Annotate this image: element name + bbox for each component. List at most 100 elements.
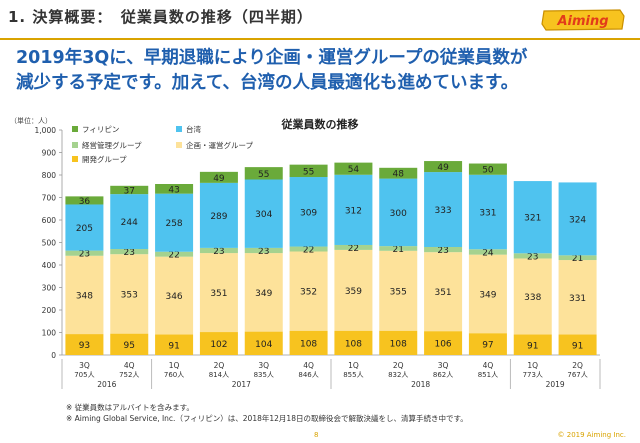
- data-label-philippines: 36: [79, 197, 91, 207]
- bar-segment-development: [379, 330, 418, 355]
- legend-swatch-planning_ops: [176, 142, 182, 148]
- bar-segment-management: [199, 247, 238, 254]
- y-tick-label: 900: [42, 149, 57, 158]
- bar-segment-management: [155, 251, 194, 257]
- bar-segment-management: [244, 247, 283, 254]
- x-tick-label: 3Q: [438, 361, 449, 370]
- x-total-label: 851人: [478, 371, 498, 379]
- year-label: 2018: [411, 380, 430, 389]
- bar-segment-development: [513, 334, 552, 355]
- data-label-philippines: 37: [124, 186, 135, 196]
- x-tick-label: 4Q: [124, 361, 135, 370]
- data-label-philippines: 50: [482, 166, 494, 176]
- data-label-taiwan: 321: [524, 214, 541, 224]
- bar-segment-management: [424, 247, 463, 253]
- y-tick-label: 300: [42, 284, 57, 293]
- legend-label-philippines: フィリピン: [82, 125, 119, 134]
- y-tick-label: 200: [42, 306, 57, 315]
- data-label-management: 22: [303, 246, 314, 256]
- year-label: 2017: [232, 380, 251, 389]
- data-label-planning_ops: 349: [479, 290, 496, 300]
- headline-line-2: 減少する予定です。加えて、台湾の人員最適化も進めています。: [16, 73, 519, 93]
- bar-segment-management: [558, 255, 597, 261]
- x-tick-label: 2Q: [214, 361, 225, 370]
- data-label-development: 106: [434, 340, 451, 350]
- aiming-logo: Aiming: [541, 9, 625, 31]
- data-label-planning_ops: 349: [255, 289, 272, 299]
- data-label-philippines: 55: [258, 170, 269, 180]
- bar-segment-planning_ops: [244, 253, 283, 332]
- footnote-1: ※ 従業員数はアルバイトを含みます。: [66, 403, 194, 412]
- bar-segment-management: [468, 249, 507, 255]
- data-label-management: 23: [437, 246, 448, 256]
- x-total-label: 846人: [298, 371, 318, 379]
- legend-label-development: 開発グループ: [82, 154, 127, 164]
- data-label-philippines: 49: [213, 174, 225, 184]
- bar-segment-planning_ops: [513, 258, 552, 335]
- bar-segment-management: [289, 246, 328, 252]
- year-label: 2019: [546, 380, 565, 389]
- bar-segment-taiwan: [199, 182, 238, 248]
- legend-label-taiwan: 台湾: [186, 124, 201, 134]
- data-label-taiwan: 258: [165, 219, 182, 229]
- data-label-planning_ops: 352: [300, 288, 317, 298]
- x-tick-label: 3Q: [79, 361, 90, 370]
- legend-swatch-management: [72, 142, 78, 148]
- bar-segment-development: [244, 331, 283, 355]
- x-tick-label: 1Q: [169, 361, 180, 370]
- data-label-development: 108: [390, 339, 407, 349]
- bar-segment-development: [110, 333, 149, 355]
- bar-segment-taiwan: [468, 174, 507, 250]
- bar-segment-taiwan: [110, 194, 149, 250]
- y-tick-label: 800: [42, 171, 57, 180]
- x-total-label: 760人: [164, 371, 184, 379]
- data-label-development: 91: [527, 341, 538, 351]
- data-label-development: 91: [572, 341, 583, 351]
- data-label-philippines: 55: [303, 167, 314, 177]
- x-total-label: 862人: [433, 371, 453, 379]
- bar-segment-taiwan: [65, 204, 104, 251]
- data-label-planning_ops: 351: [434, 288, 451, 298]
- bar-segment-development: [424, 331, 463, 355]
- data-label-taiwan: 289: [210, 212, 227, 222]
- data-label-management: 23: [79, 250, 90, 260]
- legend-label-management: 経営管理グループ: [82, 140, 142, 150]
- bar-segment-philippines: [110, 185, 149, 195]
- legend-swatch-taiwan: [176, 126, 182, 132]
- data-label-development: 108: [300, 339, 317, 349]
- data-label-philippines: 43: [168, 185, 179, 195]
- x-tick-label: 1Q: [348, 361, 359, 370]
- bar-segment-taiwan: [244, 179, 283, 248]
- data-label-taiwan: 205: [76, 224, 93, 234]
- data-label-development: 93: [79, 341, 90, 351]
- data-label-taiwan: 244: [121, 218, 138, 228]
- y-tick-label: 1,000: [35, 126, 57, 135]
- bar-segment-philippines: [199, 171, 238, 183]
- bar-segment-philippines: [289, 164, 328, 178]
- legend-swatch-philippines: [72, 126, 78, 132]
- bar-segment-planning_ops: [558, 260, 597, 335]
- bar-segment-planning_ops: [424, 252, 463, 332]
- x-tick-label: 3Q: [258, 361, 269, 370]
- data-label-management: 22: [168, 251, 179, 261]
- logo-text: Aiming: [556, 14, 608, 29]
- x-tick-label: 4Q: [303, 361, 314, 370]
- data-label-planning_ops: 351: [210, 289, 227, 299]
- footnotes: ※ 従業員数はアルバイトを含みます。 ※ Aiming Global Servi…: [66, 402, 468, 424]
- bar-segment-management: [110, 249, 149, 255]
- bar-segment-taiwan: [334, 174, 373, 245]
- page-title: 1. 決算概要： 従業員数の推移（四半期）: [8, 8, 313, 26]
- bar-segment-development: [65, 334, 104, 355]
- bar-segment-philippines: [379, 167, 418, 179]
- data-label-taiwan: 309: [300, 208, 317, 218]
- data-label-management: 23: [213, 247, 224, 257]
- data-label-planning_ops: 348: [76, 291, 93, 301]
- copyright: © 2019 Aiming Inc.: [557, 431, 626, 439]
- x-total-label: 767人: [567, 371, 587, 379]
- bar-segment-development: [155, 334, 194, 355]
- bar-segment-planning_ops: [155, 256, 194, 335]
- x-total-label: 773人: [523, 371, 543, 379]
- data-label-development: 91: [168, 341, 179, 351]
- headline-line-1: 2019年3Qに、早期退職により企画・運営グループの従業員数が: [16, 48, 528, 68]
- data-label-management: 23: [124, 248, 135, 258]
